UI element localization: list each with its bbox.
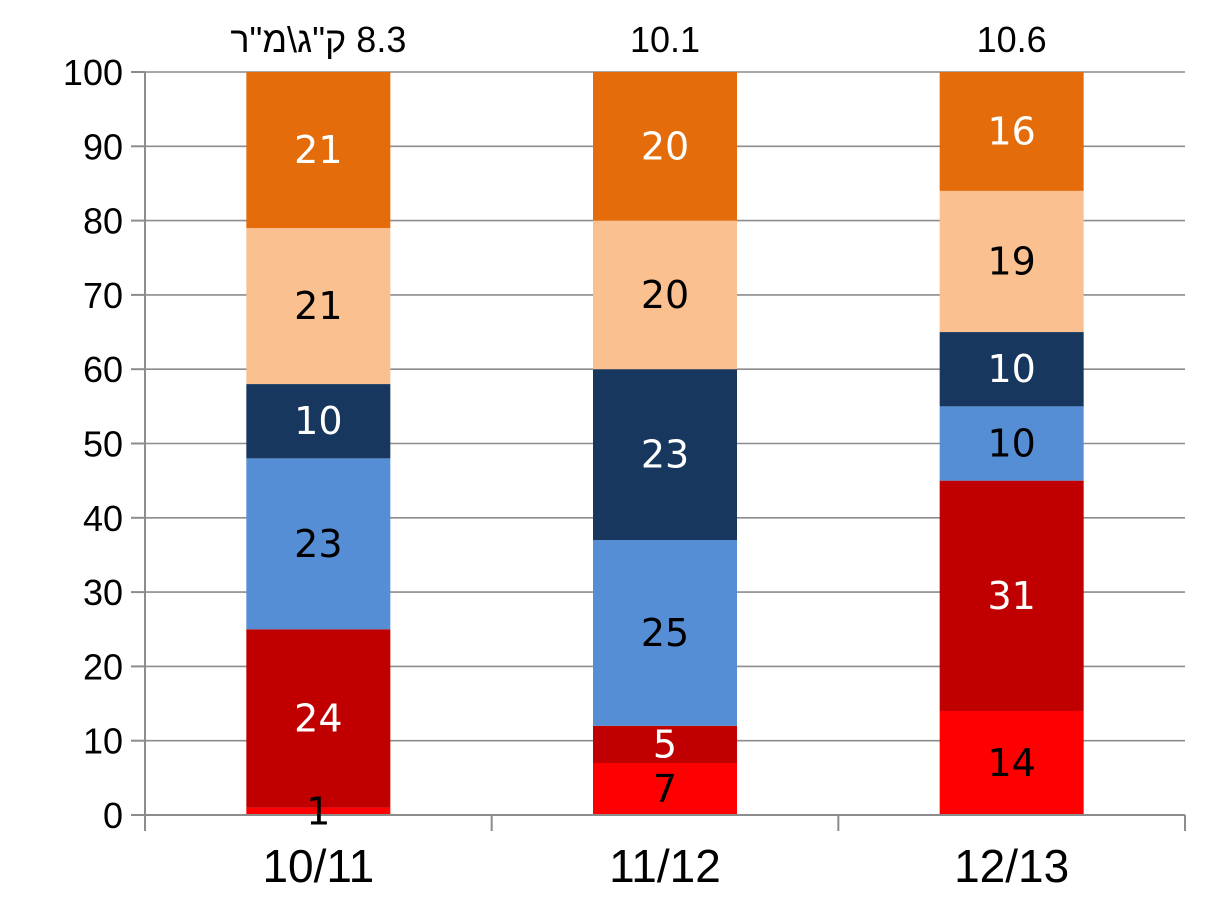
bar-segment [246, 384, 391, 459]
bar-segment [939, 332, 1084, 407]
total-label: 10.1 [630, 19, 700, 60]
data-label: 21 [294, 128, 342, 172]
data-label: 10 [987, 347, 1035, 391]
bar-segment [939, 710, 1084, 815]
bar-segment [939, 480, 1084, 711]
y-tick-label: 10 [83, 721, 123, 762]
data-label: 16 [987, 109, 1035, 153]
bar-segment [246, 629, 391, 808]
bar-segment [939, 190, 1084, 333]
x-category-label: 12/13 [954, 840, 1069, 892]
data-label: 1 [306, 789, 330, 833]
y-tick-label: 0 [103, 795, 123, 836]
y-tick-label: 40 [83, 498, 123, 539]
data-label: 21 [294, 284, 342, 328]
data-label: 10 [294, 399, 342, 443]
y-tick-label: 100 [63, 52, 123, 93]
y-tick-label: 80 [83, 201, 123, 242]
data-label: 14 [987, 741, 1035, 785]
bars [246, 72, 1084, 815]
y-tick-label: 50 [83, 424, 123, 465]
bar-segment [939, 72, 1084, 191]
bar-segment [246, 228, 391, 385]
bar-segment [593, 540, 737, 726]
y-tick-label: 90 [83, 126, 123, 167]
bar-segment [593, 220, 737, 370]
data-label: 31 [987, 574, 1035, 618]
data-label: 20 [641, 124, 689, 168]
bar-segment [593, 72, 737, 221]
data-label: 24 [294, 696, 342, 740]
x-category-label: 10/11 [262, 840, 374, 892]
bar-segment [246, 807, 391, 815]
data-label: 7 [653, 767, 677, 811]
data-label: 10 [987, 422, 1035, 466]
x-category-label: 11/12 [609, 840, 721, 892]
bar-segment [593, 762, 737, 815]
y-tick-label: 30 [83, 572, 123, 613]
data-label: 5 [653, 722, 677, 766]
data-label: 19 [987, 239, 1035, 283]
data-label: 23 [294, 522, 342, 566]
labels: 0 10 20 30 40 50 60 70 80 90 100 1 24 23 10 21 21 10/11 8.… [63, 19, 1069, 892]
axes [131, 71, 1186, 831]
data-label: 25 [641, 611, 689, 655]
bar-segment [246, 72, 391, 229]
bar-segment [593, 369, 737, 541]
y-tick-label: 70 [83, 275, 123, 316]
bar-segment [593, 725, 737, 763]
bar-segment [246, 458, 391, 630]
y-tick-label: 60 [83, 349, 123, 390]
total-label: 8.3 ק"ג\מ"ר [230, 19, 406, 60]
bar-segment [939, 406, 1084, 481]
y-tick-label: 20 [83, 646, 123, 687]
data-label: 20 [641, 273, 689, 317]
total-label: 10.6 [977, 19, 1047, 60]
data-label: 23 [641, 433, 689, 477]
